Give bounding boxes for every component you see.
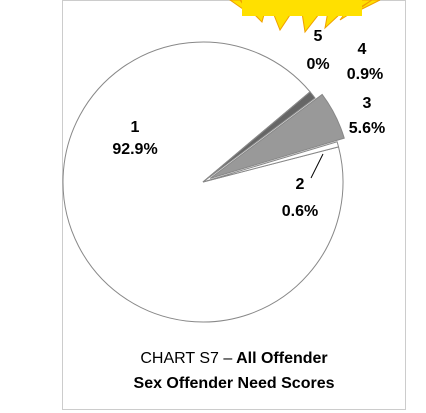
slice-value-label: 0.6% — [282, 203, 318, 220]
slice-value-label: 0.9% — [347, 66, 383, 83]
pie-slice — [209, 93, 345, 179]
sun-icon — [229, 0, 381, 34]
slice-category: 4 — [358, 41, 367, 58]
slice-category: 3 — [363, 95, 372, 112]
leader-line — [310, 153, 324, 179]
chart-subtitle: Sex Offender Need Scores — [134, 375, 335, 392]
pie-slice — [202, 91, 316, 183]
slice-value-label: 92.9% — [112, 141, 157, 158]
title-prefix: CHART S7 – — [140, 350, 232, 367]
pie — [62, 41, 345, 323]
slice-value-label: 0% — [306, 56, 329, 73]
title-main: All Offender — [236, 350, 328, 367]
slice-value-label: 5.6% — [349, 120, 385, 137]
pie-slice — [62, 41, 344, 323]
slice-category: 1 — [131, 119, 140, 136]
pie-slice — [202, 141, 340, 183]
slice-category: 5 — [314, 28, 323, 45]
chart-title: CHART S7 – All Offender — [140, 350, 327, 367]
slice-category: 2 — [296, 176, 305, 193]
